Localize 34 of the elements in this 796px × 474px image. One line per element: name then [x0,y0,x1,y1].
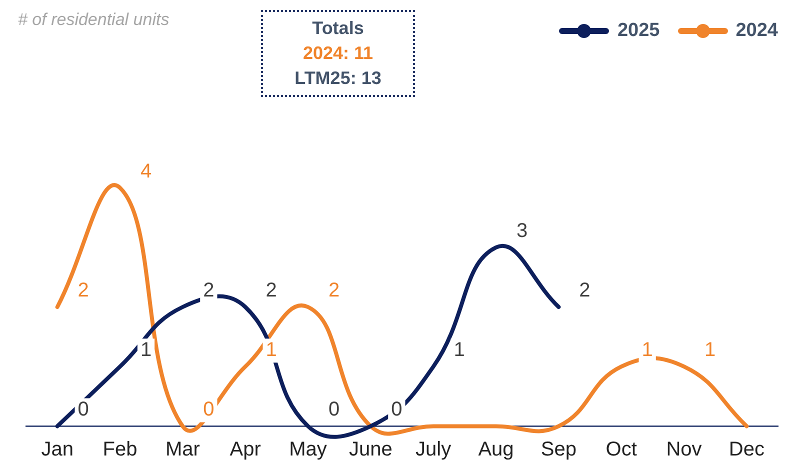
x-tick-label: July [416,438,452,461]
legend-label: 2024 [736,20,778,42]
data-label: 0 [78,398,89,421]
data-label: 1 [642,339,653,362]
x-tick-label: Nov [666,438,702,461]
data-label: 1 [266,339,277,362]
text: 2024: 11 [302,42,374,65]
x-tick-label: Dec [728,438,764,461]
data-label: 1 [704,339,716,362]
data-label: 0 [203,398,214,421]
chart-subtitle: # of residential units [18,10,170,30]
x-tick-label: Oct [606,438,638,461]
data-label: 0 [391,398,402,421]
x-tick-label: May [289,438,327,461]
data-label: 3 [516,220,528,242]
x-tick-label: Sep [540,438,576,461]
data-label: 2 [78,280,89,302]
data-label: 4 [140,160,152,182]
legend-label: 2025 [617,20,660,42]
x-tick-label: Mar [165,438,200,461]
data-label: 1 [140,339,152,362]
data-label: 1 [454,339,465,362]
data-label: 2 [203,280,214,302]
x-tick-label: June [348,438,392,461]
text: LTM25: 13 [294,67,382,90]
data-label: 0 [328,398,340,421]
data-label: 2 [579,280,590,302]
x-tick-label: Jan [41,438,74,461]
data-label: 2 [266,280,277,302]
x-tick-label: Aug [478,438,514,461]
x-tick-label: Apr [230,438,262,461]
text: Totals [311,17,365,40]
data-label: 2 [328,280,340,302]
x-tick-label: Feb [102,438,138,461]
